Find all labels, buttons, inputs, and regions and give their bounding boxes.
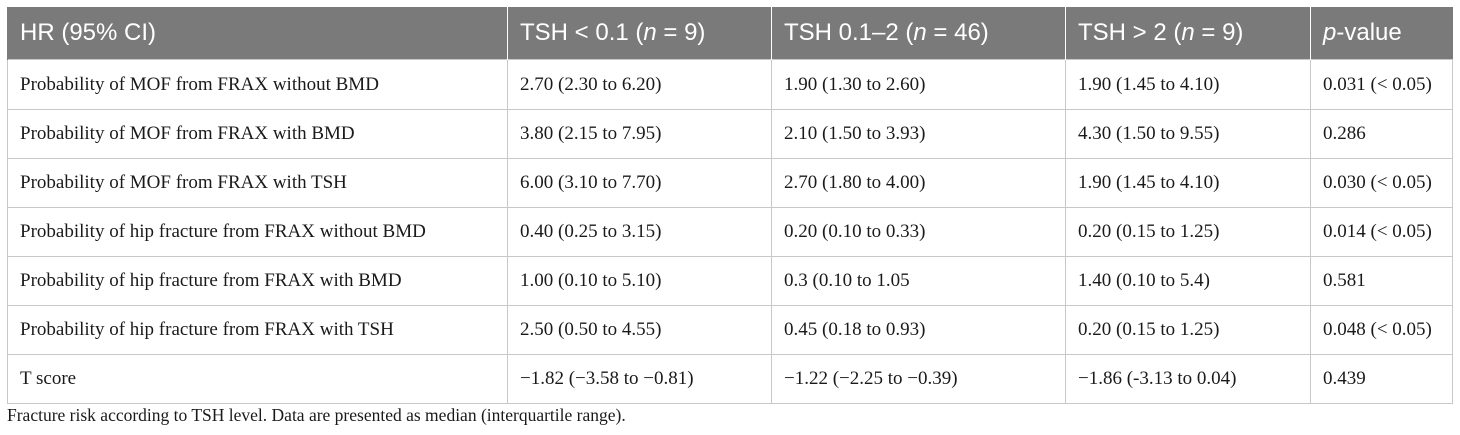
value-cell: 2.70 (2.30 to 6.20): [507, 59, 772, 110]
value-cell: −1.22 (−2.25 to −0.39): [771, 354, 1066, 404]
table-row: Probability of hip fracture from FRAX wi…: [7, 207, 1453, 257]
p-value-cell: 0.048 (< 0.05): [1310, 305, 1453, 355]
row-label-cell: Probability of MOF from FRAX with BMD: [7, 109, 508, 159]
header-cell-tsh-mid: TSH 0.1–2 (n = 46): [771, 7, 1066, 60]
p-value-cell: 0.581: [1310, 256, 1453, 306]
table-row: Probability of hip fracture from FRAX wi…: [7, 256, 1453, 306]
value-cell: 1.40 (0.10 to 5.4): [1065, 256, 1311, 306]
value-cell: 1.90 (1.45 to 4.10): [1065, 59, 1311, 110]
p-value-cell: 0.030 (< 0.05): [1310, 158, 1453, 208]
header-cell-p-value: p-value: [1310, 7, 1453, 60]
table-caption: Fracture risk according to TSH level. Da…: [7, 405, 626, 425]
table-row: Probability of hip fracture from FRAX wi…: [7, 305, 1453, 355]
value-cell: 4.30 (1.50 to 9.55): [1065, 109, 1311, 159]
row-label-cell: Probability of hip fracture from FRAX wi…: [7, 305, 508, 355]
value-cell: 0.20 (0.15 to 1.25): [1065, 305, 1311, 355]
table-row: Probability of MOF from FRAX with BMD 3.…: [7, 109, 1453, 159]
row-label-cell: Probability of hip fracture from FRAX wi…: [7, 207, 508, 257]
value-cell: 0.3 (0.10 to 1.05: [771, 256, 1066, 306]
value-cell: 3.80 (2.15 to 7.95): [507, 109, 772, 159]
value-cell: 6.00 (3.10 to 7.70): [507, 158, 772, 208]
table-row: Probability of MOF from FRAX with TSH 6.…: [7, 158, 1453, 208]
fracture-risk-table: HR (95% CI) TSH < 0.1 (n = 9) TSH 0.1–2 …: [7, 7, 1453, 404]
value-cell: 2.50 (0.50 to 4.55): [507, 305, 772, 355]
p-value-cell: 0.031 (< 0.05): [1310, 59, 1453, 110]
p-value-cell: 0.439: [1310, 354, 1453, 404]
p-value-cell: 0.286: [1310, 109, 1453, 159]
row-label-cell: Probability of MOF from FRAX with TSH: [7, 158, 508, 208]
header-row: HR (95% CI) TSH < 0.1 (n = 9) TSH 0.1–2 …: [7, 7, 1453, 60]
value-cell: 1.00 (0.10 to 5.10): [507, 256, 772, 306]
header-cell-tsh-high: TSH > 2 (n = 9): [1065, 7, 1311, 60]
value-cell: 2.70 (1.80 to 4.00): [771, 158, 1066, 208]
value-cell: 0.20 (0.15 to 1.25): [1065, 207, 1311, 257]
value-cell: 1.90 (1.45 to 4.10): [1065, 158, 1311, 208]
results-table-container: HR (95% CI) TSH < 0.1 (n = 9) TSH 0.1–2 …: [7, 7, 1453, 404]
value-cell: 0.20 (0.10 to 0.33): [771, 207, 1066, 257]
table-row: Probability of MOF from FRAX without BMD…: [7, 59, 1453, 110]
value-cell: −1.86 (-3.13 to 0.04): [1065, 354, 1311, 404]
value-cell: −1.82 (−3.58 to −0.81): [507, 354, 772, 404]
table-row: T score −1.82 (−3.58 to −0.81) −1.22 (−2…: [7, 354, 1453, 404]
p-value-cell: 0.014 (< 0.05): [1310, 207, 1453, 257]
header-cell-tsh-low: TSH < 0.1 (n = 9): [507, 7, 772, 60]
row-label-cell: Probability of hip fracture from FRAX wi…: [7, 256, 508, 306]
row-label-cell: T score: [7, 354, 508, 404]
header-cell-measure: HR (95% CI): [7, 7, 508, 60]
row-label-cell: Probability of MOF from FRAX without BMD: [7, 59, 508, 110]
value-cell: 0.40 (0.25 to 3.15): [507, 207, 772, 257]
value-cell: 2.10 (1.50 to 3.93): [771, 109, 1066, 159]
value-cell: 0.45 (0.18 to 0.93): [771, 305, 1066, 355]
value-cell: 1.90 (1.30 to 2.60): [771, 59, 1066, 110]
